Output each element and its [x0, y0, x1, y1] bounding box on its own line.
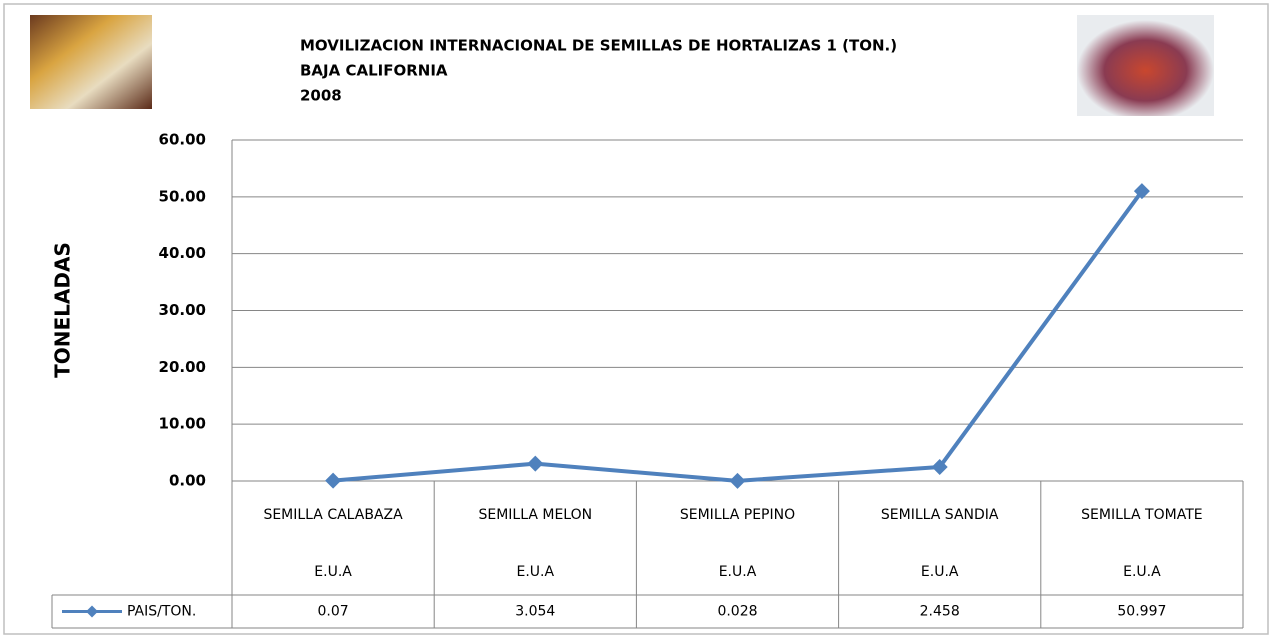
data-table-value: 0.07: [318, 604, 349, 620]
chart-subtitle: BAJA CALIFORNIA: [300, 62, 448, 80]
y-tick-label: 0.00: [169, 472, 206, 490]
seed-image: [1077, 15, 1214, 116]
x-tick-sublabel: E.U.A: [314, 564, 352, 580]
y-tick-label: 20.00: [159, 358, 206, 376]
y-tick-label: 60.00: [159, 131, 206, 149]
x-tick-sublabel: E.U.A: [921, 564, 959, 580]
x-tick-label: SEMILLA MELON: [478, 507, 592, 523]
chart-title: MOVILIZACION INTERNACIONAL DE SEMILLAS D…: [300, 37, 897, 55]
page: {"chart_data": {"type": "line", "title":…: [0, 0, 1274, 639]
x-tick-label: SEMILLA CALABAZA: [263, 507, 403, 523]
x-tick-sublabel: E.U.A: [719, 564, 757, 580]
y-tick-label: 10.00: [159, 415, 206, 433]
y-tick-label: 30.00: [159, 301, 206, 319]
data-table-value: 50.997: [1117, 604, 1166, 620]
legend-label: PAIS/TON.: [127, 604, 196, 620]
data-table-value: 0.028: [717, 604, 757, 620]
x-tick-label: SEMILLA PEPINO: [680, 507, 795, 523]
y-axis-label: TONELADAS: [51, 242, 75, 378]
x-tick-sublabel: E.U.A: [1123, 564, 1161, 580]
seed-image: [30, 15, 152, 109]
chart-year: 2008: [300, 87, 342, 105]
data-table-value: 3.054: [515, 604, 555, 620]
y-tick-label: 50.00: [159, 187, 206, 205]
x-tick-label: SEMILLA TOMATE: [1081, 507, 1202, 523]
x-tick-label: SEMILLA SANDIA: [881, 507, 999, 523]
x-tick-sublabel: E.U.A: [517, 564, 555, 580]
data-table-value: 2.458: [920, 604, 960, 620]
y-tick-label: 40.00: [159, 244, 206, 262]
chart: MOVILIZACION INTERNACIONAL DE SEMILLAS D…: [0, 0, 1274, 639]
